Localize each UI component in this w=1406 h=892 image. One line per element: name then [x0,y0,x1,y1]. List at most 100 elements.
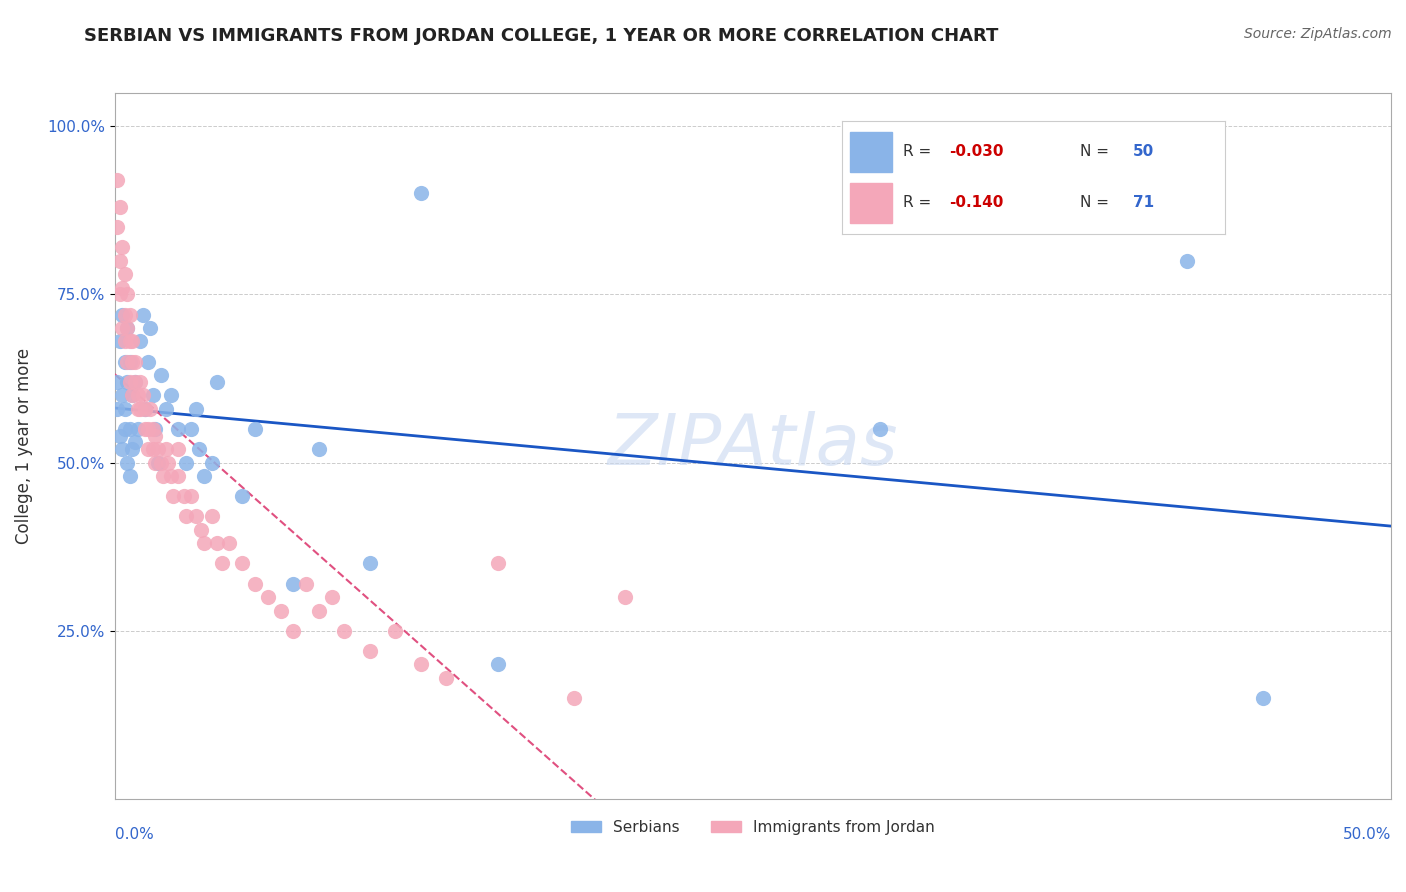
Point [243,422,266,436]
Point [111,321,134,335]
Point [121,354,143,368]
Point [124,375,146,389]
Point [142,388,165,402]
Point [111,280,134,294]
Point [118,375,141,389]
Point [118,354,141,368]
Point [146,456,169,470]
Point [384,624,406,638]
Point [359,557,381,571]
Point [117,354,139,368]
Point [174,509,197,524]
Point [205,375,228,389]
Point [121,442,143,456]
Point [142,442,165,456]
Point [105,173,128,187]
Point [173,489,195,503]
Point [149,368,172,383]
Point [187,442,209,456]
Point [127,388,149,402]
Point [108,287,131,301]
Point [149,456,172,470]
Point [127,401,149,416]
Point [409,186,432,201]
Point [231,557,253,571]
Point [321,590,343,604]
Point [145,428,167,442]
Point [186,401,208,416]
Point [283,624,305,638]
Point [231,489,253,503]
Point [127,422,149,436]
Point [145,422,167,436]
Point [117,287,139,301]
Point [159,388,181,402]
Point [118,308,141,322]
Point [134,422,156,436]
Point [114,308,136,322]
Point [121,388,143,402]
Point [409,657,432,672]
Point [359,644,381,658]
Point [167,422,190,436]
Point [108,253,131,268]
Point [145,456,167,470]
Point [270,603,292,617]
Point [124,354,146,368]
Point [136,354,159,368]
Point [139,321,162,335]
Point [111,308,134,322]
Point [114,354,136,368]
Point [201,509,224,524]
Point [486,557,509,571]
Point [193,536,215,550]
Text: SERBIAN VS IMMIGRANTS FROM JORDAN COLLEGE, 1 YEAR OR MORE CORRELATION CHART: SERBIAN VS IMMIGRANTS FROM JORDAN COLLEG… [84,27,998,45]
Point [134,401,156,416]
Point [117,456,139,470]
Point [117,321,139,335]
Point [136,442,159,456]
Point [131,388,153,402]
Point [205,536,228,550]
Point [190,523,212,537]
Point [308,603,330,617]
Point [121,388,143,402]
Point [243,576,266,591]
Point [157,456,180,470]
Point [155,442,177,456]
Point [121,334,143,349]
Point [167,442,190,456]
Point [111,388,134,402]
Point [436,671,458,685]
Point [129,375,152,389]
Point [105,220,128,235]
Point [114,267,136,281]
Y-axis label: College, 1 year or more: College, 1 year or more [15,348,32,544]
Point [146,442,169,456]
Point [1175,253,1198,268]
Text: 50.0%: 50.0% [1343,827,1391,842]
Point [186,509,208,524]
Point [134,401,156,416]
Point [108,200,131,214]
Point [152,469,174,483]
Point [114,422,136,436]
Point [129,334,152,349]
Point [486,657,509,672]
Point [162,489,184,503]
Point [256,590,278,604]
Point [211,557,233,571]
Point [159,469,181,483]
Point [201,456,224,470]
Point [129,401,152,416]
Point [308,442,330,456]
Point [108,428,131,442]
Point [139,401,162,416]
Point [333,624,356,638]
Point [114,401,136,416]
Point [283,576,305,591]
Point [562,690,585,705]
Point [614,590,637,604]
Point [114,334,136,349]
Point [180,422,202,436]
